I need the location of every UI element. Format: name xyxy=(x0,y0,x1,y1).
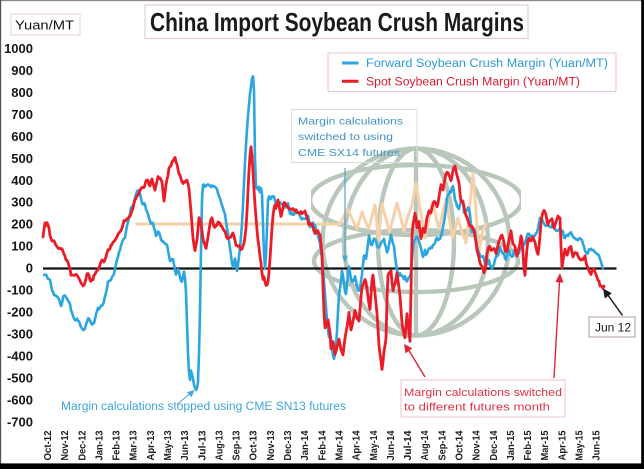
svg-text:Nov-13: Nov-13 xyxy=(265,430,277,460)
svg-text:Jun 12: Jun 12 xyxy=(595,321,631,335)
svg-text:Feb-14: Feb-14 xyxy=(316,430,328,460)
svg-text:-300: -300 xyxy=(7,327,33,342)
svg-text:Mar-15: Mar-15 xyxy=(539,430,551,460)
svg-text:600: 600 xyxy=(11,129,33,144)
svg-text:Jan-13: Jan-13 xyxy=(93,430,105,460)
svg-text:May-15: May-15 xyxy=(574,430,586,460)
svg-text:Dec-14: Dec-14 xyxy=(488,430,500,460)
svg-text:to different futures month: to different futures month xyxy=(404,402,550,414)
svg-text:switched to using: switched to using xyxy=(298,131,393,143)
svg-text:Dec-13: Dec-13 xyxy=(282,430,294,460)
svg-text:May-13: May-13 xyxy=(162,430,174,460)
svg-text:Margin calculations: Margin calculations xyxy=(298,116,403,128)
svg-text:-600: -600 xyxy=(7,392,33,407)
svg-text:100: 100 xyxy=(11,239,33,254)
svg-text:Oct-13: Oct-13 xyxy=(248,430,260,460)
svg-text:Sep-14: Sep-14 xyxy=(436,430,448,460)
svg-text:Apr-13: Apr-13 xyxy=(145,430,157,460)
svg-text:1000: 1000 xyxy=(4,41,33,56)
svg-text:Jul-14: Jul-14 xyxy=(402,430,414,460)
svg-text:Nov-14: Nov-14 xyxy=(471,430,483,460)
svg-text:-100: -100 xyxy=(7,283,33,298)
svg-text:Jan-14: Jan-14 xyxy=(299,430,311,460)
svg-text:Feb-13: Feb-13 xyxy=(111,430,123,460)
svg-text:Margin calculations stopped us: Margin calculations stopped using CME SN… xyxy=(61,401,346,413)
svg-text:May-14: May-14 xyxy=(368,430,380,460)
svg-text:-500: -500 xyxy=(7,370,33,385)
svg-text:Nov-12: Nov-12 xyxy=(59,430,71,460)
svg-text:200: 200 xyxy=(11,217,33,232)
svg-text:Aug-13: Aug-13 xyxy=(213,430,225,460)
svg-text:700: 700 xyxy=(11,107,33,122)
svg-text:Apr-15: Apr-15 xyxy=(556,430,568,460)
svg-text:Aug-14: Aug-14 xyxy=(419,430,431,460)
svg-text:Apr-14: Apr-14 xyxy=(351,430,363,460)
svg-text:Sep-13: Sep-13 xyxy=(231,430,243,460)
svg-text:Feb-15: Feb-15 xyxy=(522,430,534,460)
svg-text:800: 800 xyxy=(11,85,33,100)
svg-text:-400: -400 xyxy=(7,348,33,363)
svg-text:Jan-15: Jan-15 xyxy=(505,430,517,460)
svg-text:400: 400 xyxy=(11,173,33,188)
svg-text:Forward Soybean Crush Margin: Forward Soybean Crush Margin (Yuan/MT) xyxy=(366,58,608,70)
svg-text:Spot Soybean Crush Margin (Yua: Spot Soybean Crush Margin (Yuan/MT) xyxy=(366,77,580,89)
svg-text:Oct-12: Oct-12 xyxy=(42,430,54,460)
svg-text:900: 900 xyxy=(11,63,33,78)
svg-text:Jun-15: Jun-15 xyxy=(591,430,603,460)
svg-text:Jun-13: Jun-13 xyxy=(179,430,191,460)
svg-text:Yuan/MT: Yuan/MT xyxy=(15,18,74,33)
svg-text:Jun-14: Jun-14 xyxy=(385,430,397,460)
svg-text:CME SX14 futures: CME SX14 futures xyxy=(298,147,400,159)
svg-text:Margin calculations switched: Margin calculations switched xyxy=(404,387,562,399)
svg-text:0: 0 xyxy=(26,261,33,276)
svg-text:-700: -700 xyxy=(7,414,33,429)
svg-text:Oct-14: Oct-14 xyxy=(454,430,466,460)
svg-text:Mar-14: Mar-14 xyxy=(334,430,346,460)
svg-text:China Import Soybean Crush Mar: China Import Soybean Crush Margins xyxy=(150,7,524,37)
svg-text:Jul-13: Jul-13 xyxy=(196,430,208,460)
svg-text:-200: -200 xyxy=(7,305,33,320)
svg-text:500: 500 xyxy=(11,151,33,166)
svg-text:Dec-12: Dec-12 xyxy=(76,430,88,460)
svg-text:300: 300 xyxy=(11,195,33,210)
svg-text:Mar-13: Mar-13 xyxy=(128,430,140,460)
